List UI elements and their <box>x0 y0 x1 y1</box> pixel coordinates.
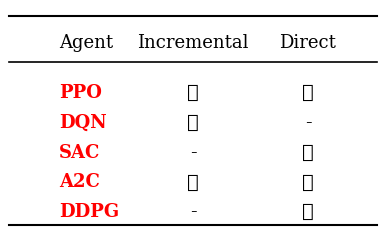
Text: Direct: Direct <box>279 33 337 52</box>
Text: A2C: A2C <box>59 173 100 191</box>
Text: -: - <box>305 113 311 131</box>
Text: Agent: Agent <box>59 33 113 52</box>
Text: ✓: ✓ <box>302 173 314 191</box>
Text: Incremental: Incremental <box>137 33 249 52</box>
Text: ✓: ✓ <box>187 173 199 191</box>
Text: -: - <box>190 143 196 161</box>
Text: -: - <box>190 202 196 220</box>
Text: ✓: ✓ <box>187 84 199 102</box>
Text: ✓: ✓ <box>302 202 314 220</box>
Text: ✓: ✓ <box>187 113 199 131</box>
Text: DDPG: DDPG <box>59 202 119 220</box>
Text: SAC: SAC <box>59 143 100 161</box>
Text: PPO: PPO <box>59 84 102 102</box>
Text: ✓: ✓ <box>302 143 314 161</box>
Text: ✓: ✓ <box>302 84 314 102</box>
Text: DQN: DQN <box>59 113 107 131</box>
